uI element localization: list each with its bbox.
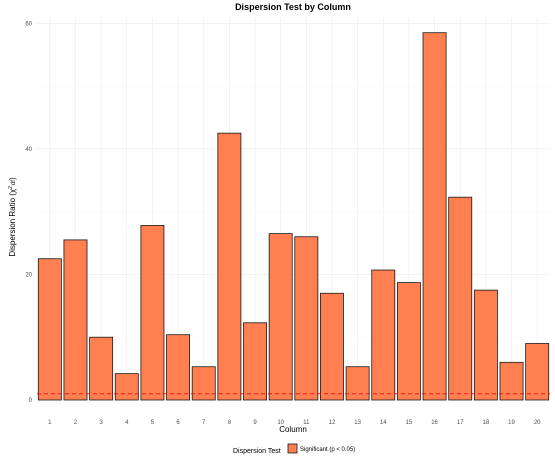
chart-title: Dispersion Test by Column — [235, 2, 351, 12]
legend-title: Dispersion Test — [233, 448, 281, 455]
y-axis-title-prefix: Dispersion Ratio ( — [8, 193, 17, 257]
x-tick-label: 17 — [457, 420, 464, 426]
x-tick-label: 15 — [406, 420, 413, 426]
x-tick-label: 8 — [228, 420, 232, 426]
y-tick-label: 20 — [25, 272, 32, 278]
bar-column-7 — [191, 366, 216, 401]
x-tick-label: 11 — [303, 420, 310, 426]
x-tick-label: 19 — [508, 420, 515, 426]
bar-column-19 — [499, 361, 524, 401]
y-tick-label: 60 — [25, 21, 32, 27]
x-tick-label: 5 — [151, 420, 155, 426]
y-axis-title-df: df — [11, 180, 17, 185]
x-tick-label: 1 — [48, 420, 52, 426]
bar-column-14 — [371, 269, 396, 401]
grid-lines — [37, 17, 550, 401]
y-axis-title-sup: 2 — [8, 186, 14, 189]
x-axis-title: Column — [279, 425, 307, 434]
bar-column-2 — [63, 239, 88, 401]
bar-column-15 — [396, 282, 421, 401]
bars — [37, 32, 550, 401]
bar-column-9 — [243, 322, 267, 401]
bar-column-13 — [345, 366, 370, 401]
y-tick-labels: 0 20 40 60 — [25, 21, 32, 404]
legend-key — [287, 443, 298, 454]
bar-column-11 — [294, 236, 319, 401]
x-tick-label: 6 — [176, 420, 180, 426]
x-tick-label: 3 — [99, 420, 103, 426]
bar-column-20 — [525, 343, 550, 401]
x-tick-label: 7 — [202, 420, 206, 426]
y-axis-title: Dispersion Ratio (χ2df) — [8, 177, 17, 257]
x-tick-label: 14 — [380, 420, 387, 426]
bar-column-4 — [114, 373, 139, 401]
x-tick-label: 9 — [253, 420, 257, 426]
x-tick-label: 12 — [329, 420, 336, 426]
bar-column-6 — [166, 334, 191, 401]
bar-column-16 — [422, 32, 447, 401]
legend-label: Significant (p < 0.05) — [300, 447, 355, 453]
x-tick-label: 13 — [354, 420, 361, 426]
y-axis-title-chi: χ — [8, 188, 17, 193]
y-axis-title-suffix: ) — [8, 177, 17, 180]
x-tick-label: 10 — [277, 420, 284, 426]
x-tick-label: 20 — [534, 420, 541, 426]
x-tick-label: 18 — [483, 420, 490, 426]
y-tick-label: 0 — [29, 398, 33, 404]
x-tick-label: 2 — [74, 420, 78, 426]
x-tick-label: 4 — [125, 420, 129, 426]
bar-column-3 — [89, 336, 114, 401]
bar-column-10 — [268, 233, 293, 401]
bar-column-18 — [473, 289, 498, 401]
x-tick-labels: 1 2 3 4 5 6 7 8 9 10 11 12 13 14 15 16 17 18 19 20 — [48, 420, 541, 426]
bar-column-1 — [37, 258, 62, 401]
legend: Dispersion Test Significant (p < 0.05) — [233, 443, 355, 455]
y-tick-label: 40 — [25, 147, 32, 153]
bar-column-12 — [320, 292, 344, 401]
bar-column-5 — [140, 225, 165, 401]
bar-column-8 — [217, 132, 242, 401]
bar-column-17 — [448, 196, 473, 401]
x-tick-label: 16 — [431, 420, 438, 426]
